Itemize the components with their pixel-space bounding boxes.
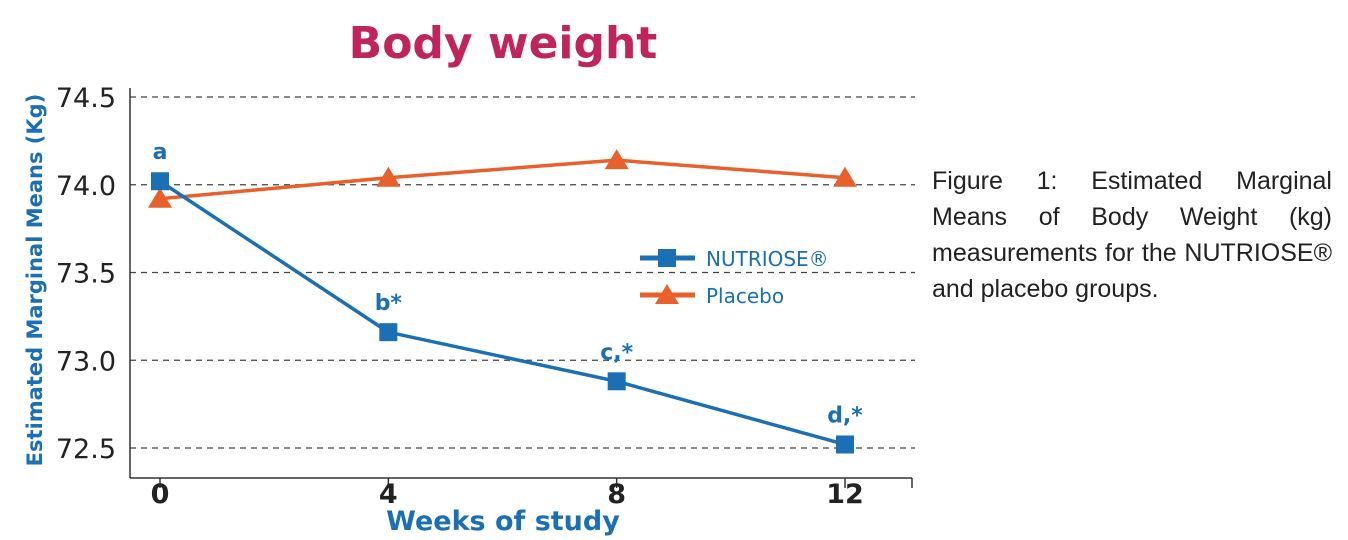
- legend-label: NUTRIOSE®: [706, 247, 829, 271]
- figure-caption: Figure 1: Estimated Marginal Means of Bo…: [932, 167, 1332, 303]
- series-line-triangle: [159, 158, 846, 201]
- data-point-triangle: [376, 166, 401, 187]
- x-tick-label: 4: [379, 479, 398, 510]
- point-annotation: a: [153, 140, 168, 165]
- data-point-triangle: [148, 187, 172, 208]
- data-point-square: [836, 435, 854, 454]
- x-tick-label: 0: [151, 479, 170, 510]
- y-tick-label: 72.5: [56, 434, 116, 465]
- y-tick-label: 74.5: [56, 83, 116, 114]
- data-point-square: [379, 323, 398, 342]
- data-point-triangle: [604, 149, 629, 170]
- point-annotation: c,*: [600, 340, 633, 365]
- x-tick-label: 12: [826, 479, 864, 510]
- x-axis-label: Weeks of study: [386, 506, 620, 537]
- series-line-square: [159, 179, 846, 447]
- y-tick-label: 74.0: [56, 171, 116, 202]
- y-tick-label: 73.5: [56, 259, 116, 290]
- data-point-triangle: [833, 166, 857, 187]
- point-annotation: d,*: [827, 403, 863, 428]
- body-weight-chart: Body weight Estimated Marginal Means (Kg…: [23, 18, 915, 537]
- point-annotation: b*: [375, 291, 403, 316]
- data-point-square: [607, 372, 626, 391]
- legend-label: Placebo: [706, 284, 784, 308]
- legend-marker-square: [658, 249, 676, 267]
- y-tick-label: 73.0: [56, 346, 116, 377]
- legend-marker-triangle: [655, 284, 679, 304]
- data-point-square: [151, 172, 169, 191]
- x-tick-label: 8: [607, 479, 626, 510]
- chart-title: Body weight: [349, 18, 658, 69]
- y-axis-label: Estimated Marginal Means (Kg): [23, 94, 47, 467]
